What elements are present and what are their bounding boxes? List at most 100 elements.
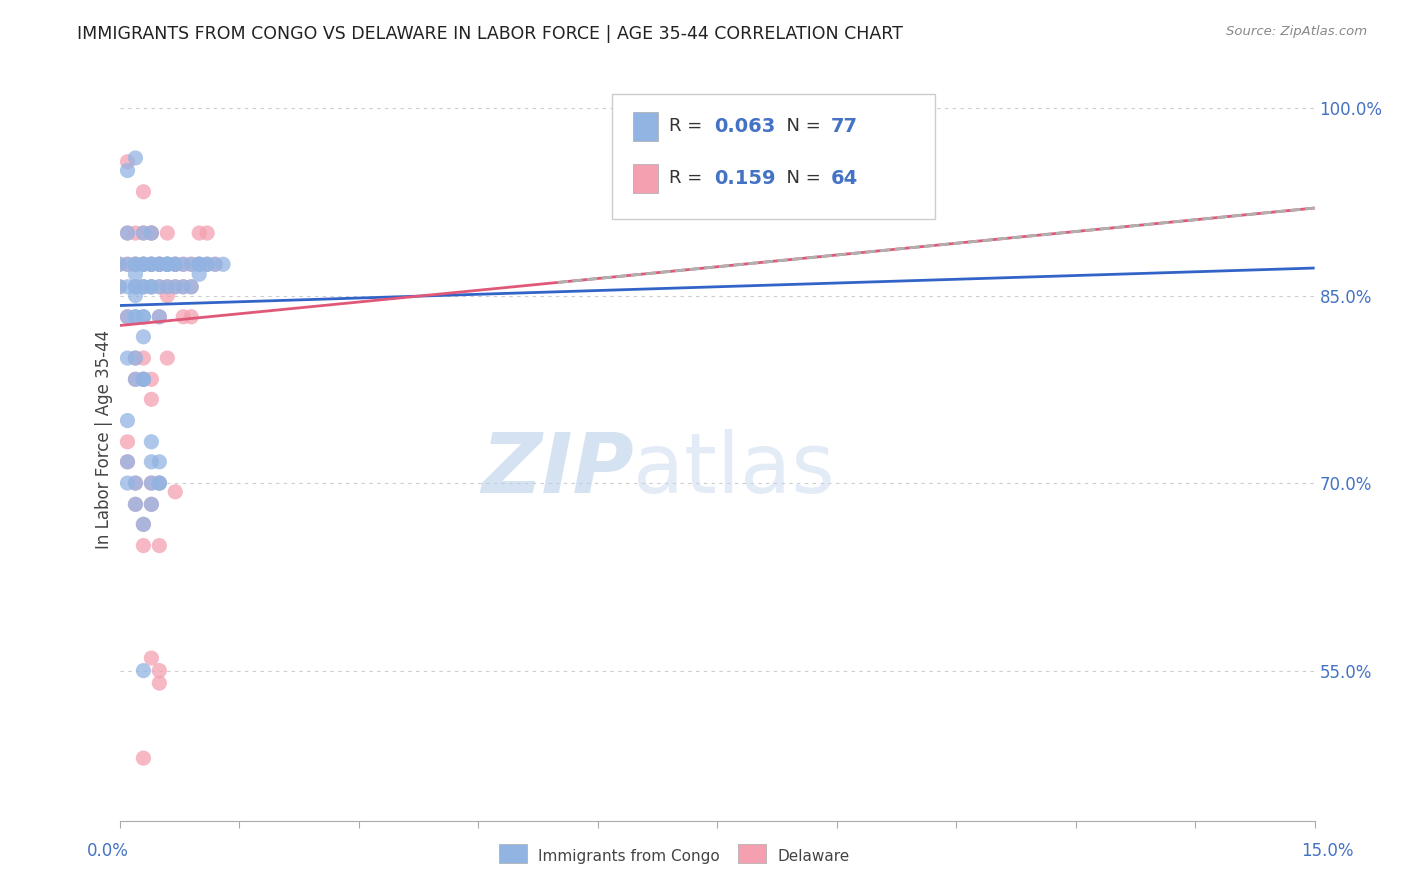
Point <box>141 651 163 665</box>
Text: 0.0%: 0.0% <box>87 842 129 860</box>
Point <box>124 257 146 271</box>
Point <box>141 257 163 271</box>
Point <box>117 351 139 365</box>
Point <box>141 257 163 271</box>
Point <box>141 257 163 271</box>
Text: 0.159: 0.159 <box>714 169 776 188</box>
Point <box>132 280 155 294</box>
Point <box>156 257 179 271</box>
Point <box>141 226 163 240</box>
Point <box>124 280 146 294</box>
Point <box>124 476 146 491</box>
Point <box>132 280 155 294</box>
Point <box>148 257 170 271</box>
Text: N =: N = <box>775 118 827 136</box>
Point <box>124 351 146 365</box>
Point <box>124 372 146 386</box>
Text: ZIP: ZIP <box>481 429 633 510</box>
Point <box>156 351 179 365</box>
Point <box>156 257 179 271</box>
Point <box>148 257 170 271</box>
Point <box>117 154 139 169</box>
Point <box>195 257 218 271</box>
Point <box>165 257 187 271</box>
Point <box>188 257 211 271</box>
Point <box>165 257 187 271</box>
Point <box>132 310 155 324</box>
Point <box>117 434 139 449</box>
Point <box>124 476 146 491</box>
Point <box>172 310 194 324</box>
Point <box>132 185 155 199</box>
Point <box>180 280 202 294</box>
Point <box>124 226 146 240</box>
Point <box>148 476 170 491</box>
Text: IMMIGRANTS FROM CONGO VS DELAWARE IN LABOR FORCE | AGE 35-44 CORRELATION CHART: IMMIGRANTS FROM CONGO VS DELAWARE IN LAB… <box>77 25 903 43</box>
Point <box>141 497 163 511</box>
Text: 64: 64 <box>831 169 858 188</box>
Point <box>148 676 170 690</box>
Text: Source: ZipAtlas.com: Source: ZipAtlas.com <box>1226 25 1367 38</box>
Point <box>141 476 163 491</box>
Point <box>172 280 194 294</box>
Point <box>117 163 139 178</box>
Point <box>188 257 211 271</box>
Point <box>188 267 211 281</box>
Y-axis label: In Labor Force | Age 35-44: In Labor Force | Age 35-44 <box>94 330 112 549</box>
Point <box>124 288 146 302</box>
Point <box>148 280 170 294</box>
Point <box>132 280 155 294</box>
Point <box>172 257 194 271</box>
Point <box>132 372 155 386</box>
Point <box>124 372 146 386</box>
Point <box>156 257 179 271</box>
Point <box>124 310 146 324</box>
Point <box>148 257 170 271</box>
Point <box>117 310 139 324</box>
Point <box>132 751 155 765</box>
Point <box>117 257 139 271</box>
Point <box>148 280 170 294</box>
Text: 0.063: 0.063 <box>714 117 776 136</box>
Point <box>212 257 235 271</box>
Text: atlas: atlas <box>633 429 835 510</box>
Point <box>148 310 170 324</box>
Point <box>117 455 139 469</box>
Point <box>132 517 155 532</box>
Point <box>132 372 155 386</box>
Point <box>124 151 146 165</box>
Point <box>195 226 218 240</box>
Point <box>108 257 131 271</box>
Point <box>156 280 179 294</box>
Point <box>141 455 163 469</box>
Point <box>156 257 179 271</box>
Point <box>141 257 163 271</box>
Point <box>117 476 139 491</box>
Point <box>156 226 179 240</box>
Text: R =: R = <box>669 118 709 136</box>
Point <box>132 226 155 240</box>
Point <box>195 257 218 271</box>
Point <box>141 476 163 491</box>
Point <box>132 330 155 344</box>
Point <box>141 497 163 511</box>
Point <box>108 280 131 294</box>
Text: 77: 77 <box>831 117 858 136</box>
Point <box>188 226 211 240</box>
Point <box>132 372 155 386</box>
Point <box>180 257 202 271</box>
Point <box>165 280 187 294</box>
Point <box>132 372 155 386</box>
Point <box>117 257 139 271</box>
Point <box>148 257 170 271</box>
Point <box>148 476 170 491</box>
Point <box>132 664 155 678</box>
Point <box>132 517 155 532</box>
Point <box>141 434 163 449</box>
Point <box>204 257 226 271</box>
Point <box>156 288 179 302</box>
Text: Delaware: Delaware <box>778 849 849 863</box>
Point <box>180 310 202 324</box>
Point <box>132 257 155 271</box>
Point <box>172 280 194 294</box>
